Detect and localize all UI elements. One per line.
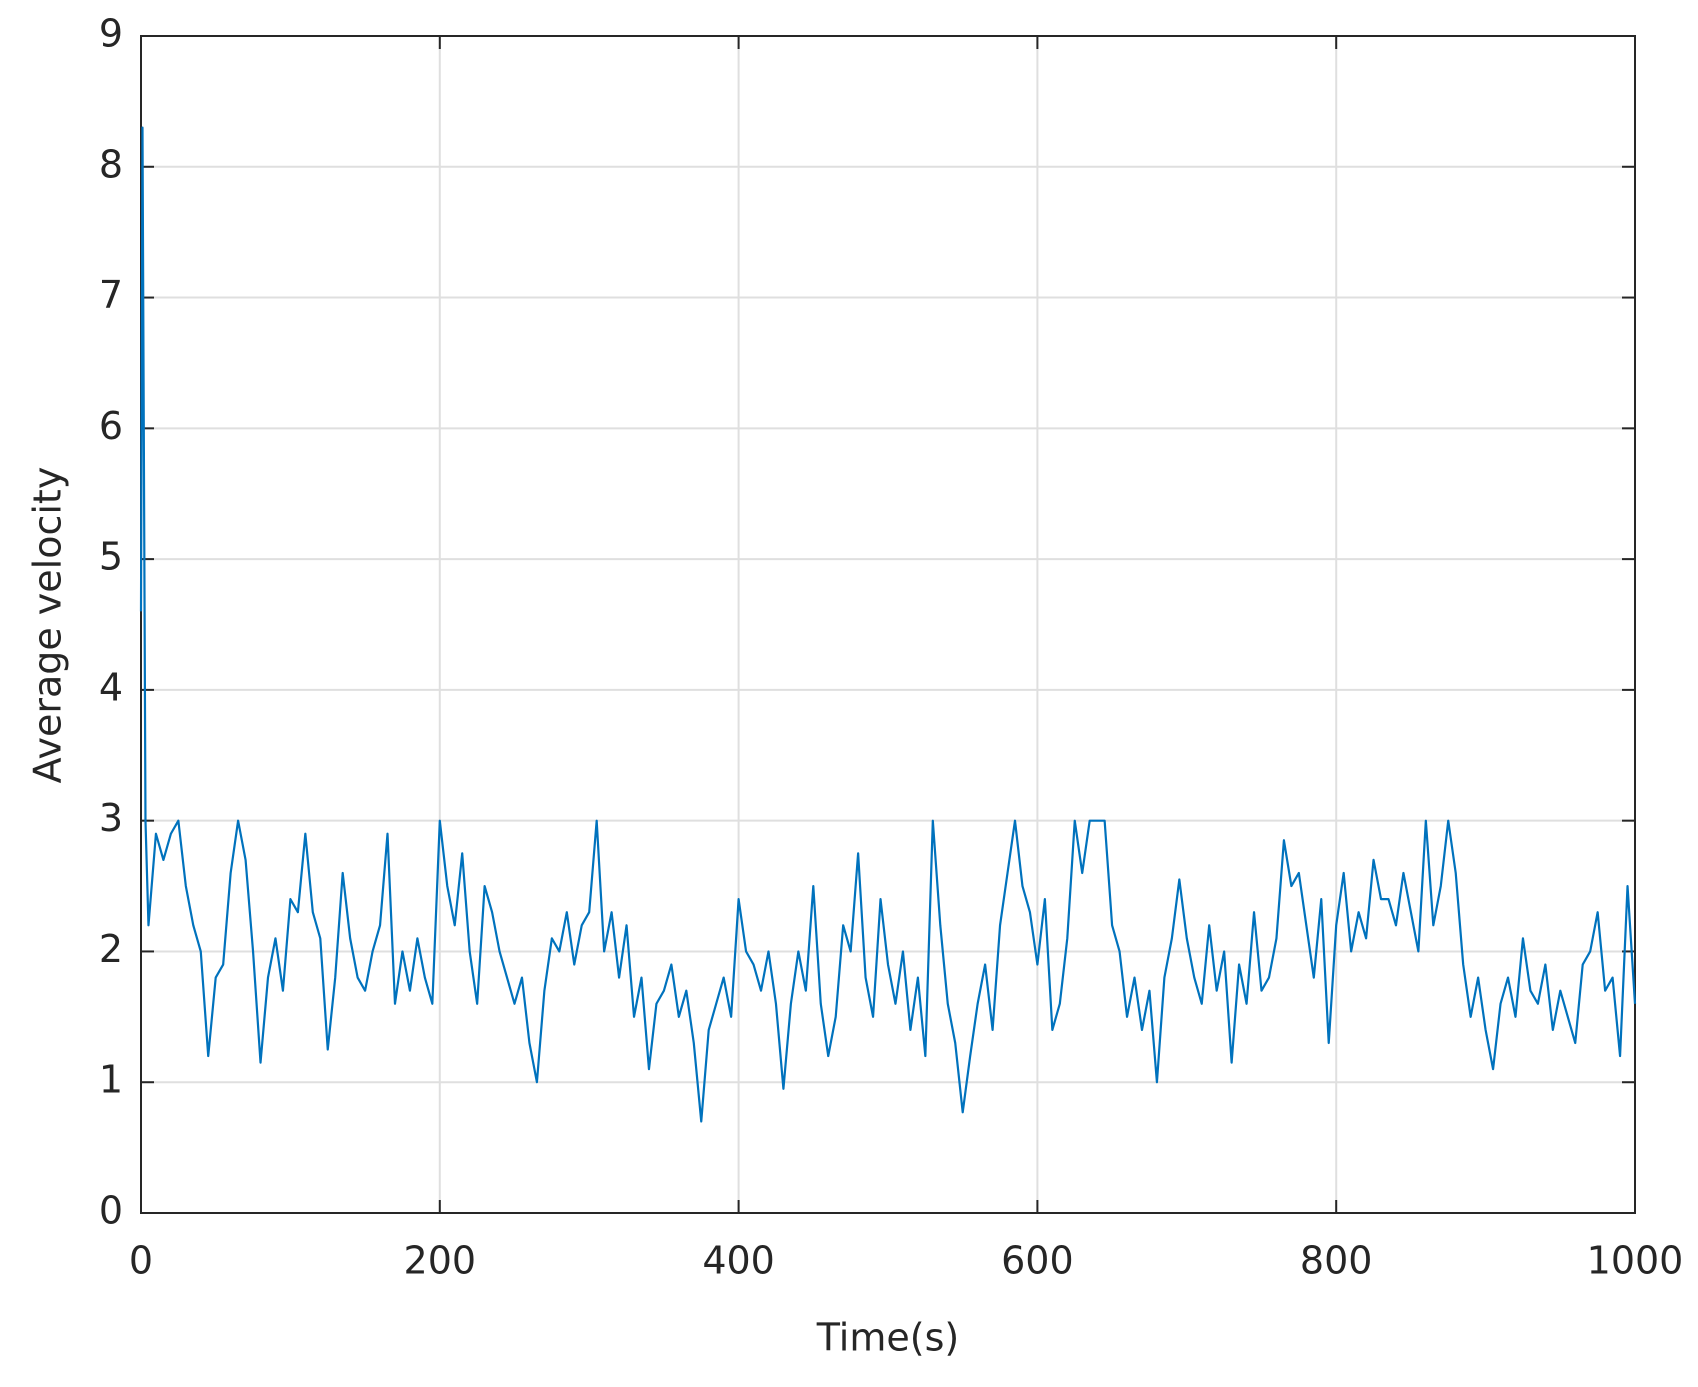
x-axis-label: Time(s) bbox=[816, 1316, 959, 1360]
y-tick-label: 2 bbox=[99, 927, 123, 971]
x-tick-label: 400 bbox=[702, 1239, 775, 1283]
y-tick-label: 7 bbox=[99, 273, 123, 317]
y-tick-label: 4 bbox=[99, 665, 123, 709]
x-tick-label: 800 bbox=[1300, 1239, 1373, 1283]
y-tick-label: 6 bbox=[99, 404, 123, 448]
data-line bbox=[139, 126, 1637, 1123]
x-tick-label: 200 bbox=[404, 1239, 477, 1283]
y-tick-label: 3 bbox=[99, 796, 123, 840]
x-tick-label: 0 bbox=[129, 1239, 153, 1283]
y-tick-label: 8 bbox=[99, 142, 123, 186]
y-tick-label: 1 bbox=[99, 1058, 123, 1102]
plot-frame bbox=[140, 35, 1636, 1214]
y-axis-label: Average velocity bbox=[26, 467, 70, 784]
y-tick-label: 0 bbox=[99, 1189, 123, 1233]
y-tick-label: 5 bbox=[99, 535, 123, 579]
x-tick-label: 1000 bbox=[1587, 1239, 1684, 1283]
x-tick-label: 600 bbox=[1001, 1239, 1074, 1283]
y-tick-label: 9 bbox=[99, 12, 123, 56]
